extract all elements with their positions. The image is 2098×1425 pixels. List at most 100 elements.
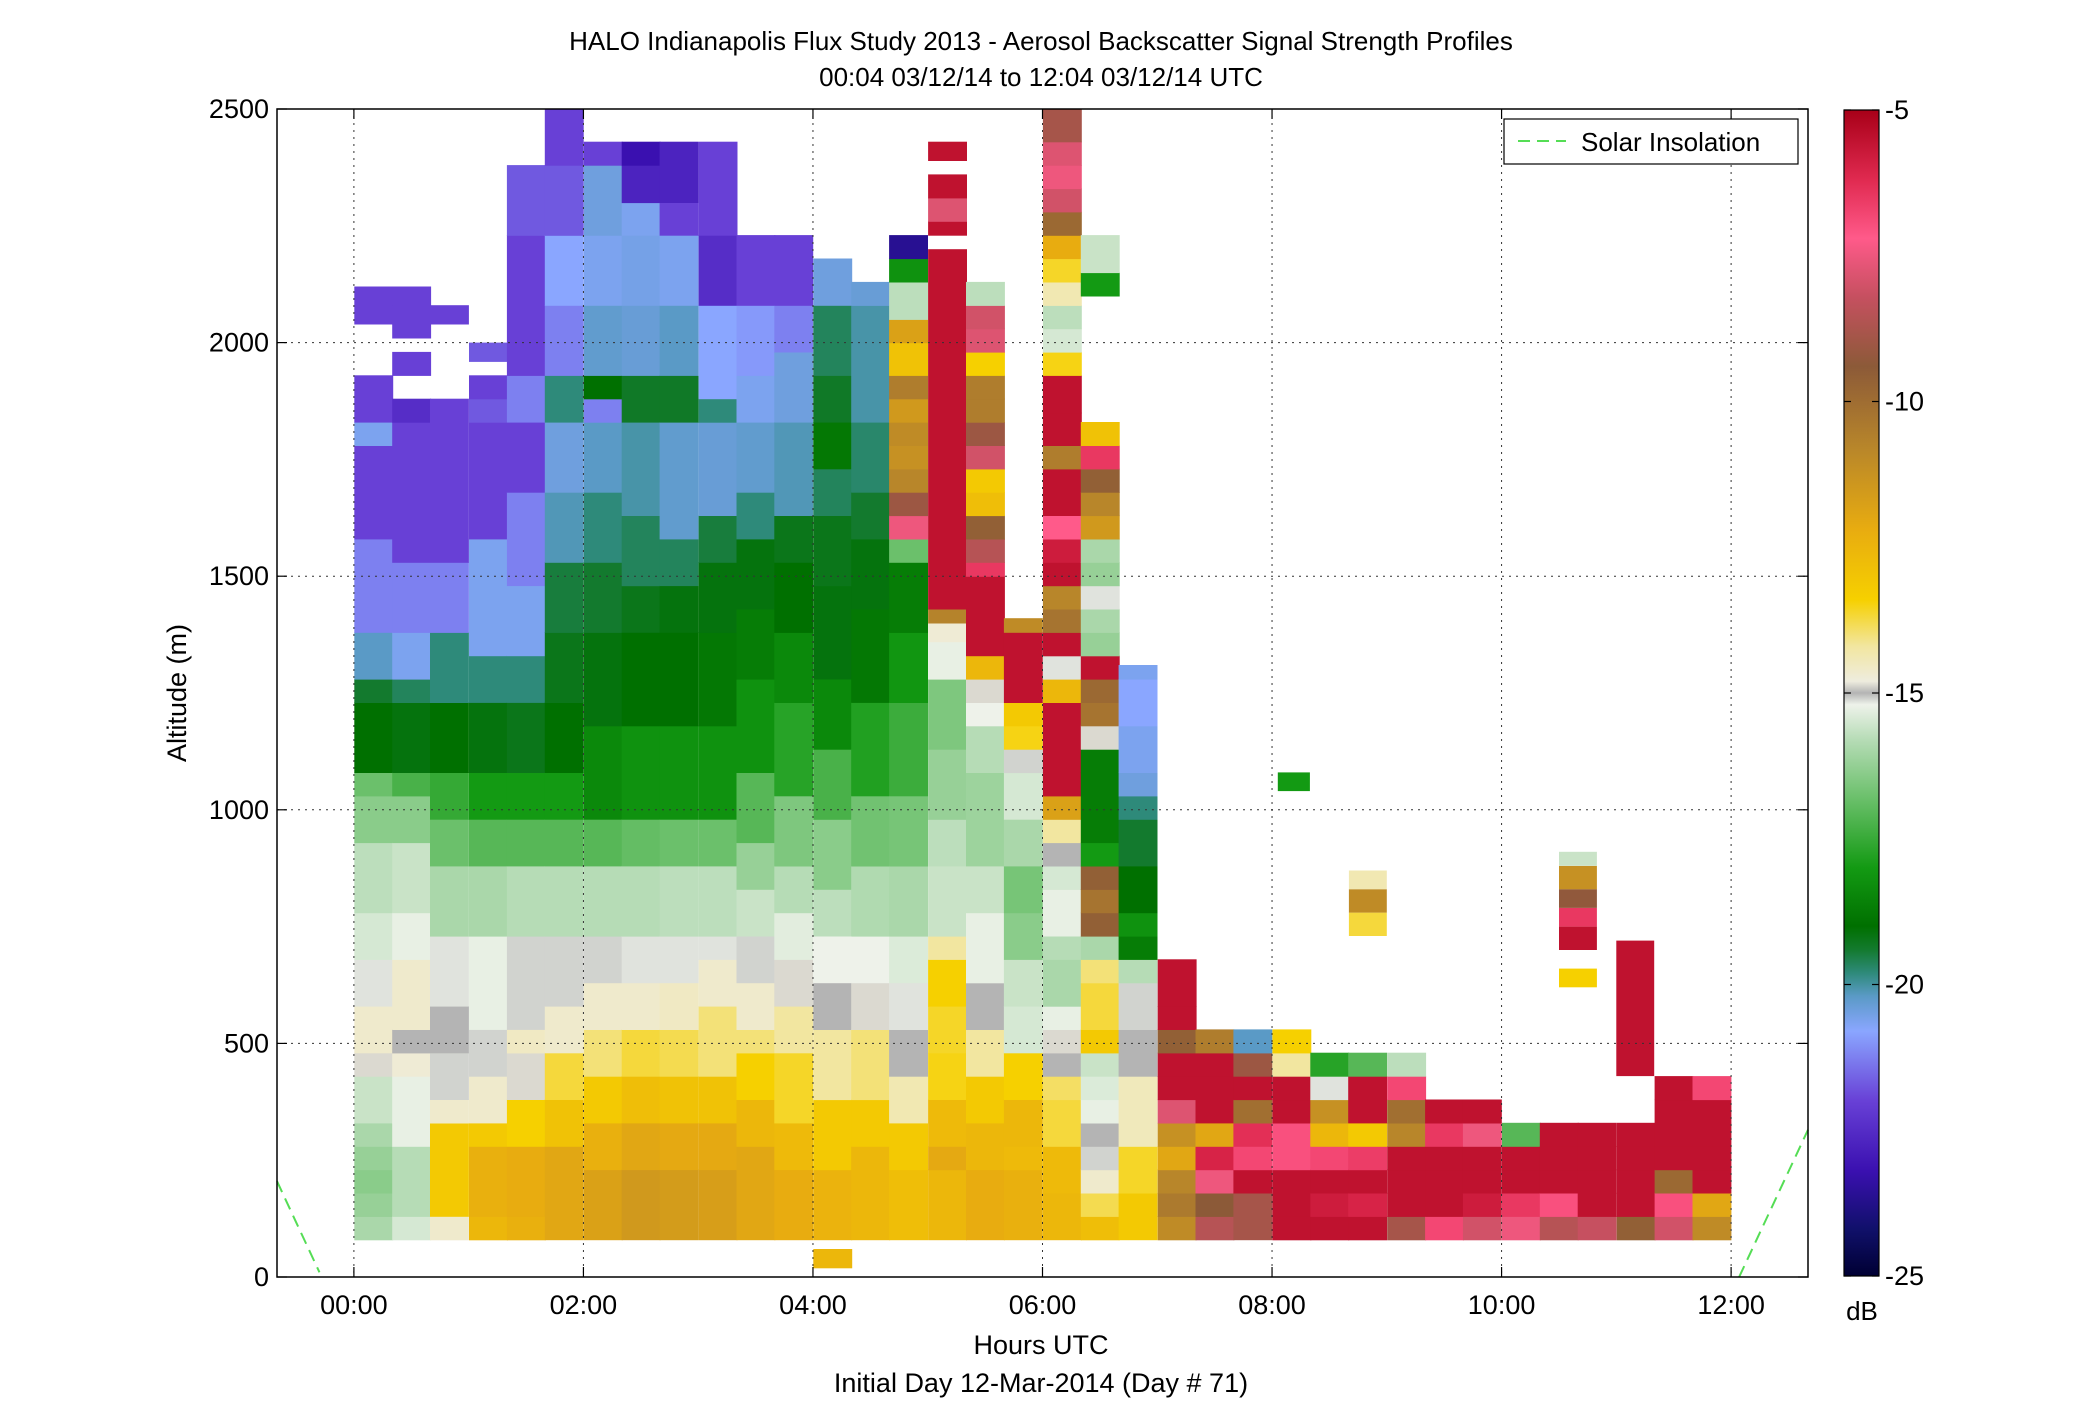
heatmap-cell — [966, 515, 1005, 540]
heatmap-cell — [889, 375, 928, 400]
heatmap-cell — [1462, 1192, 1502, 1217]
heatmap-cell — [813, 468, 853, 516]
heatmap-cell — [392, 772, 432, 797]
colorbar-unit-label: dB — [1846, 1296, 1878, 1326]
heatmap-cell — [469, 702, 508, 773]
heatmap-cell — [1387, 1216, 1427, 1241]
heatmap-cell — [736, 982, 776, 1030]
heatmap-cell — [1157, 1006, 1197, 1030]
heatmap-cell — [1080, 562, 1120, 587]
x-axis-ticks: 00:00 02:00 04:00 06:00 08:00 10:00 12:00 — [320, 109, 1765, 1320]
heatmap-cell — [736, 375, 776, 423]
heatmap-cell — [851, 538, 891, 610]
heatmap-cell — [1118, 679, 1158, 727]
heatmap-cell — [1042, 679, 1082, 703]
heatmap-cell — [659, 865, 699, 937]
heatmap-cell — [1425, 1122, 1464, 1147]
heatmap-cell — [430, 1099, 469, 1124]
heatmap-cell — [354, 702, 394, 773]
heatmap-cell — [659, 202, 699, 236]
heatmap-cell — [659, 935, 699, 984]
heatmap-cell — [1559, 865, 1597, 890]
heatmap-cell — [392, 1029, 432, 1054]
heatmap-cell — [1042, 655, 1082, 680]
heatmap-cell — [1616, 1216, 1656, 1241]
heatmap-cell — [430, 702, 469, 773]
x-axis-label: Hours UTC — [973, 1330, 1108, 1360]
heatmap-cell — [774, 422, 814, 516]
heatmap-cell — [1387, 1192, 1427, 1217]
heatmap-cell — [430, 772, 469, 820]
heatmap-cell — [698, 562, 738, 633]
heatmap-cell — [659, 235, 699, 306]
heatmap-cell — [774, 515, 814, 563]
heatmap-cell — [1042, 585, 1082, 610]
heatmap-cell — [1080, 492, 1120, 517]
heatmap-cell — [736, 772, 776, 844]
heatmap-cell — [966, 679, 1005, 703]
heatmap-cell — [1462, 1099, 1502, 1124]
heatmap-cell — [1310, 1122, 1350, 1147]
heatmap-cell — [583, 982, 623, 1030]
heatmap-cell — [659, 538, 699, 587]
heatmap-cell — [659, 585, 699, 633]
heatmap-cell — [1042, 1006, 1082, 1030]
x-tick-label: 02:00 — [550, 1290, 618, 1320]
heatmap-cell — [1042, 632, 1082, 657]
heatmap-cell — [889, 422, 928, 446]
heatmap-cell — [774, 305, 814, 353]
colorbar-tick-label: -15 — [1885, 678, 1924, 708]
heatmap-cell — [1462, 1216, 1502, 1241]
heatmap-cell — [736, 305, 776, 376]
heatmap-cell — [1080, 725, 1120, 750]
heatmap-cell — [1042, 772, 1082, 797]
heatmap-cell — [1577, 1169, 1617, 1194]
heatmap-cell — [928, 174, 967, 199]
heatmap-cell — [1118, 1076, 1158, 1147]
heatmap-cell — [1539, 1216, 1579, 1241]
heatmap-cell — [1080, 1029, 1120, 1054]
heatmap-cell — [392, 912, 432, 960]
heatmap-cell — [1157, 1146, 1197, 1171]
heatmap-cell — [889, 935, 928, 984]
heatmap-cell — [1233, 1192, 1273, 1241]
heatmap-cell — [354, 632, 394, 680]
y-tick-label: 500 — [224, 1028, 269, 1058]
colorbar-tick-label: -25 — [1885, 1261, 1924, 1291]
heatmap-cell — [1195, 1216, 1235, 1241]
heatmap-cell — [1042, 1192, 1082, 1241]
heatmap-cell — [469, 1122, 508, 1147]
heatmap-cell — [698, 632, 738, 727]
heatmap-cell — [736, 538, 776, 610]
heatmap-cell — [392, 422, 432, 563]
heatmap-cell — [1195, 1169, 1235, 1194]
heatmap-cell — [889, 445, 928, 470]
y-tick-label: 0 — [254, 1262, 269, 1292]
heatmap-cell — [966, 725, 1005, 773]
legend-box — [1503, 118, 1799, 165]
heatmap-cell — [736, 679, 776, 773]
heatmap-cell — [1080, 1099, 1120, 1124]
heatmap-cell — [1348, 1146, 1388, 1171]
heatmap-cell — [1042, 1076, 1082, 1101]
heatmap-cell — [1118, 819, 1158, 867]
heatmap-cell — [1042, 188, 1082, 213]
heatmap-cell — [1195, 1029, 1235, 1054]
heatmap-cell — [1559, 907, 1597, 927]
heatmap-cell — [1310, 1169, 1350, 1194]
heatmap-cell — [1310, 1146, 1350, 1171]
heatmap-cell — [1042, 959, 1082, 984]
heatmap-cell — [966, 445, 1005, 470]
heatmap-cell — [851, 281, 891, 306]
heatmap-cell — [1348, 912, 1387, 936]
heatmap-cell — [1080, 632, 1120, 657]
heatmap-cell — [392, 286, 432, 306]
heatmap-cell — [1692, 1099, 1732, 1124]
heatmap-cell — [1042, 562, 1082, 587]
heatmap-cell — [1042, 468, 1082, 516]
heatmap-cell — [392, 305, 432, 339]
y-axis-label: Altitude (m) — [162, 624, 192, 762]
heatmap-cell — [1577, 1122, 1617, 1147]
heatmap-cell — [1080, 889, 1120, 914]
heatmap-cell — [1157, 1052, 1197, 1077]
